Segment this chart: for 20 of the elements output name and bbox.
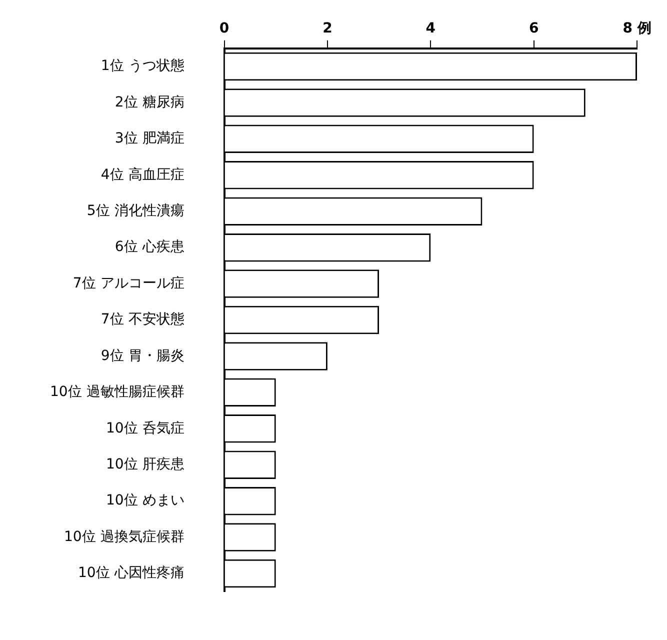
y-tick-label: 10位 過敏性腸症候群 [50,384,184,400]
y-tick-label: 4位 高血圧症 [100,166,184,183]
y-tick-label: 10位 呑気症 [106,420,184,436]
y-tick-label: 5位 消化性潰瘍 [86,203,184,219]
y-tick-label: 10位 めまい [106,492,184,509]
x-tick-label: 8 例 [622,20,652,37]
x-tick-label: 2 [322,20,332,37]
y-tick-label: 10位 過換気症候群 [64,528,184,545]
y-tick-label: 7位 不安状態 [100,312,184,328]
y-tick-label: 10位 心因性疼痛 [78,565,184,582]
x-tick-label: 0 [219,20,230,37]
y-tick-label: 3位 肥満症 [114,130,184,147]
y-tick-label: 10位 肝疾患 [106,456,184,472]
x-tick-label: 4 [426,20,436,37]
y-tick-label: 7位 アルコール症 [72,275,184,292]
y-tick-label: 9位 胃・腸炎 [100,348,184,364]
y-tick-label: 6位 心疾患 [114,239,184,256]
y-tick-label: 1位 うつ状態 [100,58,184,74]
y-tick-label: 2位 糖尿病 [114,94,184,110]
x-tick-label: 6 [528,20,539,37]
